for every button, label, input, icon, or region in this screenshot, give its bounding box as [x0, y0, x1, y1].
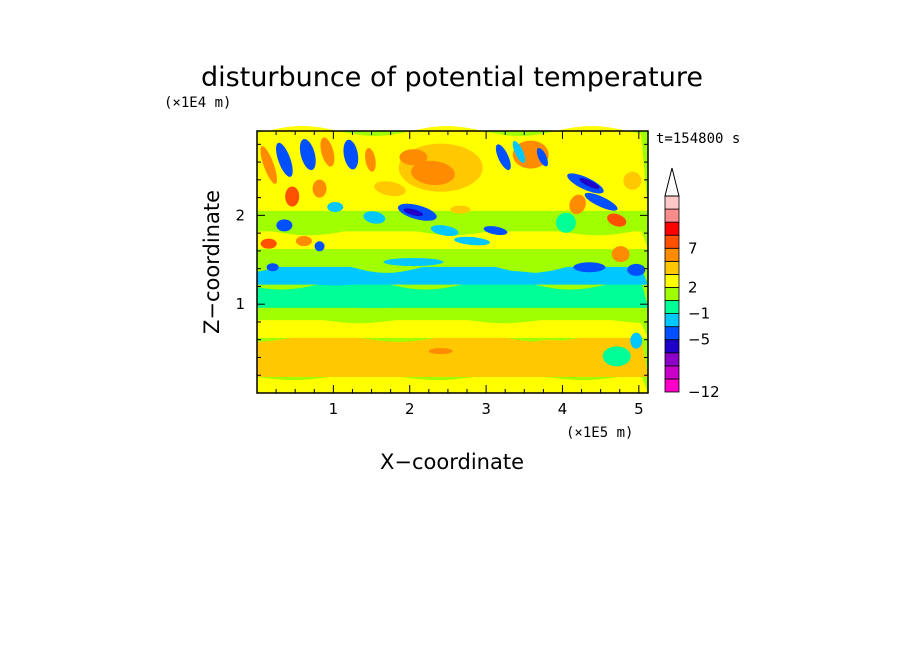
heatmap-cell — [363, 211, 386, 224]
colorbar-label: −1 — [688, 305, 710, 323]
heatmap-cell — [343, 139, 359, 170]
y-axis-label: Z−coordinate — [200, 190, 224, 334]
heatmap-cell — [611, 246, 630, 263]
heatmap-cell — [300, 275, 371, 286]
heatmap-cell — [327, 201, 344, 212]
heatmap-cell — [569, 194, 586, 215]
colorbar-swatch — [664, 208, 680, 223]
colorbar-label: 7 — [688, 239, 698, 257]
colorbar-label: −5 — [688, 331, 710, 349]
y-unit-label: (×1E4 m) — [164, 95, 231, 111]
heatmap-cell — [627, 263, 646, 276]
colorbar-swatch — [664, 273, 680, 288]
heatmap-cell — [403, 208, 424, 217]
colorbar-swatch — [664, 300, 680, 314]
plot-frame — [256, 130, 649, 394]
heatmap-band — [257, 205, 648, 232]
heatmap-cell — [454, 236, 490, 246]
x-axis-ticks: 1 2 3 4 5 — [275, 131, 644, 418]
heatmap-cell — [579, 178, 600, 189]
colorbar-extend-arrow — [664, 167, 680, 197]
heatmap-cell — [584, 192, 618, 211]
colorbar-label: 2 — [688, 278, 698, 296]
heatmap-cell — [314, 241, 325, 252]
heatmap-cell — [555, 212, 576, 233]
heatmap-cell — [260, 146, 278, 184]
heatmap-cell — [630, 332, 643, 349]
y-axis-ticks: 12 — [235, 143, 648, 376]
heatmap-cell — [483, 226, 508, 236]
x-axis-label: X−coordinate — [380, 450, 524, 474]
colorbar-swatch — [664, 352, 680, 367]
x-unit-label: (×1E5 m) — [566, 425, 633, 441]
heatmap-cell — [320, 137, 335, 167]
heatmap-cell — [485, 292, 576, 301]
heatmap-band — [257, 227, 648, 250]
colorbar-swatch — [664, 326, 680, 341]
chart-title: disturbunce of potential temperature — [201, 62, 703, 93]
x-tick-label: 2 — [405, 400, 415, 418]
heatmap-cell — [276, 142, 293, 177]
heatmap-cell — [607, 213, 627, 227]
heatmap-cell — [399, 149, 428, 166]
heatmap-cell — [383, 258, 444, 266]
y-tick-label: 1 — [235, 295, 245, 313]
colorbar-swatch — [664, 339, 680, 354]
heatmap-cell — [530, 339, 571, 352]
x-tick-label: 4 — [558, 400, 568, 418]
colorbar-swatch — [664, 378, 680, 393]
heatmap-band — [257, 244, 648, 267]
colorbar-swatch — [664, 260, 680, 275]
heatmap-cell — [285, 186, 300, 207]
time-label: t=154800 s — [656, 131, 740, 147]
colorbar-swatch — [664, 287, 680, 301]
heatmap-band — [257, 333, 648, 378]
heatmap-band — [257, 317, 648, 338]
heatmap-cell — [602, 346, 631, 367]
y-tick-label: 2 — [235, 206, 245, 224]
x-tick-label: 1 — [329, 400, 339, 418]
colorbar-label: −12 — [688, 383, 720, 401]
heatmap-cell — [573, 262, 606, 273]
x-tick-label: 3 — [481, 400, 491, 418]
heatmap-cell — [312, 179, 327, 198]
x-tick-label: 5 — [634, 400, 644, 418]
heatmap-band — [257, 374, 648, 393]
heatmap-features — [260, 137, 646, 367]
heatmap-cell — [428, 348, 453, 355]
heatmap-cell — [419, 270, 540, 281]
heatmap-cell — [334, 299, 415, 308]
colorbar-swatch — [664, 247, 680, 262]
heatmap-cell — [623, 171, 642, 190]
heatmap-cell — [430, 225, 459, 237]
colorbar-swatch — [664, 234, 680, 249]
colorbar-swatch — [664, 365, 680, 380]
colorbar-swatch — [664, 313, 680, 328]
heatmap-cell — [299, 139, 316, 171]
heatmap-cell — [365, 147, 376, 172]
heatmap-cell — [512, 140, 526, 163]
colorbar: −12−5−127 — [664, 167, 720, 401]
heatmap-cell — [495, 144, 511, 171]
colorbar-swatch — [664, 195, 680, 210]
heatmap-cell — [266, 263, 279, 272]
heatmap-cell — [374, 181, 406, 197]
heatmap-cell — [536, 147, 548, 167]
heatmap-cell — [307, 339, 364, 352]
heatmap-cell — [276, 219, 293, 232]
heatmap-band — [257, 303, 648, 321]
colorbar-swatch — [664, 221, 680, 236]
heatmap-cell — [260, 238, 277, 249]
heatmap-cell — [295, 236, 312, 247]
heatmap-cell — [411, 160, 455, 186]
heatmap-cell — [450, 205, 471, 214]
